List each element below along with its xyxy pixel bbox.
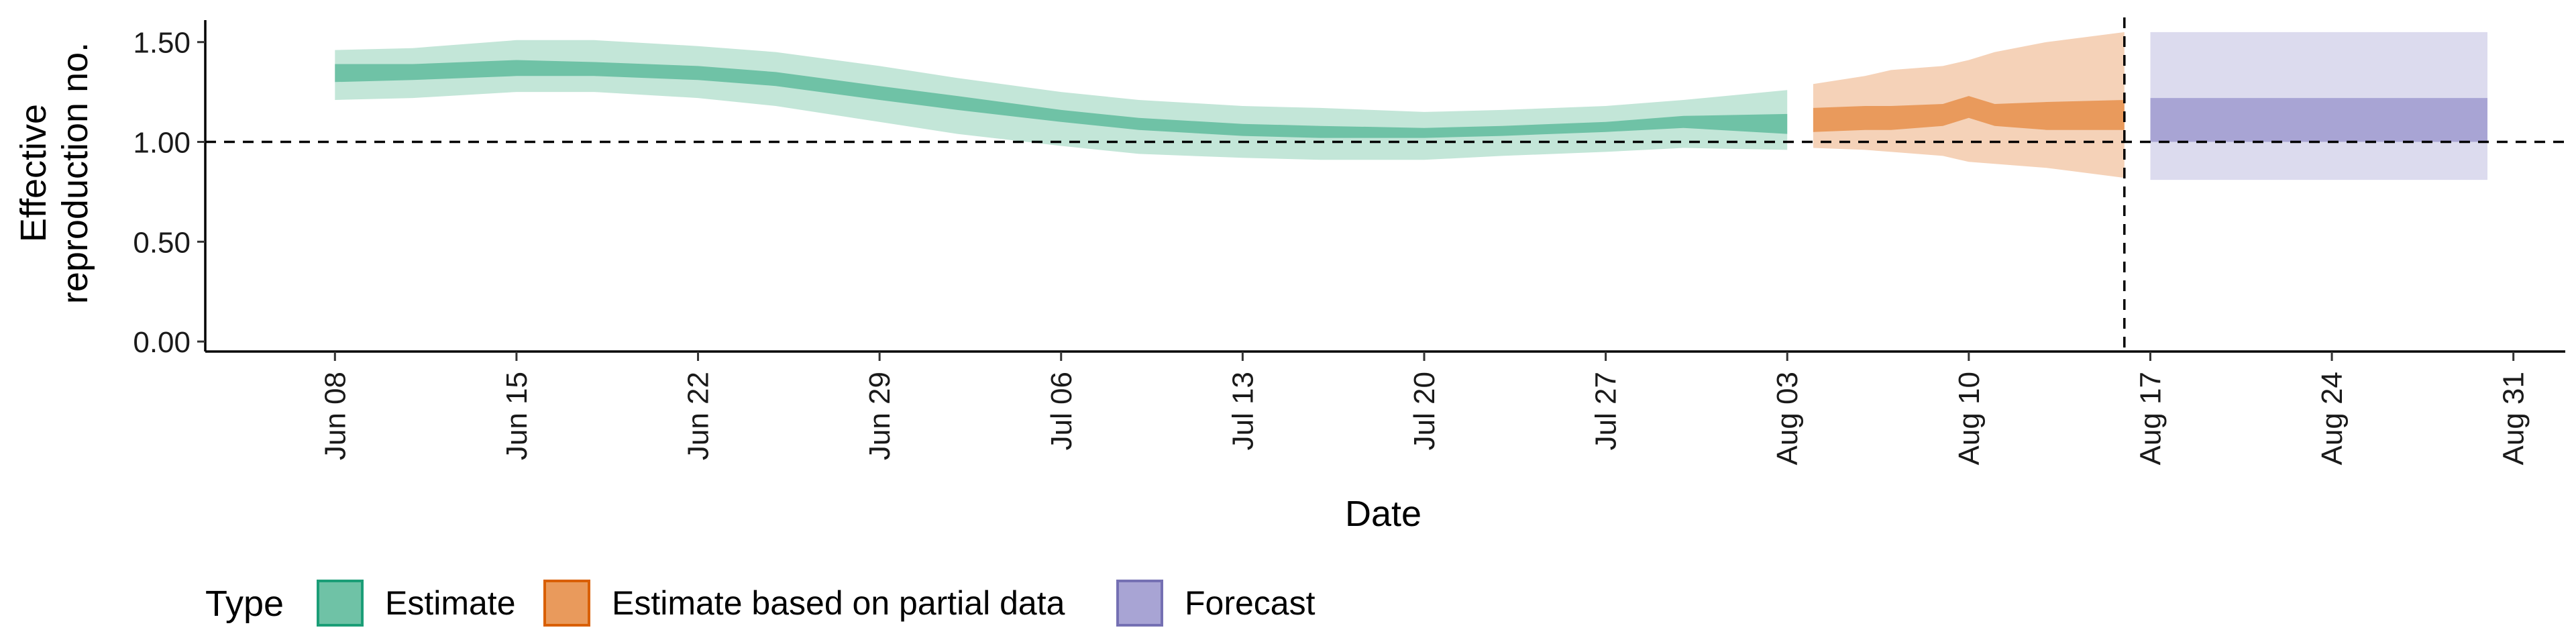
- y-axis-title-line-2: reproduction no.: [55, 42, 95, 304]
- legend-key-forecast: [1116, 580, 1163, 627]
- x-tick-label: Jul 13: [1226, 372, 1259, 450]
- legend-label-partial-data: Estimate based on partial data: [612, 584, 1065, 622]
- x-tick-label: Jul 06: [1045, 372, 1078, 450]
- band-inner-partial-data: [1813, 96, 2125, 132]
- y-axis-title-line-1: Effective: [13, 104, 54, 242]
- y-axis-title: Effective reproduction no.: [13, 42, 95, 304]
- x-tick-label: Aug 17: [2135, 372, 2167, 465]
- y-tick-label: 0.50: [133, 226, 191, 259]
- legend-title: Type: [205, 584, 284, 624]
- x-tick-label: Jun 15: [500, 372, 533, 460]
- x-tick-label: Jul 20: [1408, 372, 1441, 450]
- legend-label-forecast: Forecast: [1185, 584, 1316, 622]
- tick-layer: 0.00 0.50 1.00 1.50 Jun 08 Jun 15 Jun 22 Jun 29…: [133, 27, 2530, 466]
- x-tick-label: Aug 31: [2498, 372, 2530, 465]
- legend: Type Estimate Estimate based on partial …: [205, 580, 1316, 627]
- x-tick-label: Jun 22: [682, 372, 715, 460]
- legend-label-estimate: Estimate: [385, 584, 516, 622]
- band-inner-forecast: [2150, 98, 2487, 142]
- x-tick-label: Jun 08: [319, 372, 352, 460]
- y-tick-label: 0.00: [133, 326, 191, 359]
- y-tick-label: 1.00: [133, 127, 191, 160]
- x-tick-label: Aug 03: [1771, 372, 1804, 465]
- legend-key-partial-data: [543, 580, 590, 627]
- x-tick-label: Aug 24: [2316, 372, 2349, 465]
- x-tick-label: Jul 27: [1590, 372, 1623, 450]
- band-layer: [335, 32, 2487, 180]
- x-tick-label: Aug 10: [1953, 372, 1986, 465]
- axes-layer: [204, 20, 2565, 353]
- legend-key-estimate: [317, 580, 364, 627]
- x-axis-title: Date: [1345, 494, 1421, 534]
- band-inner-estimate: [335, 60, 1788, 138]
- y-tick-label: 1.50: [133, 27, 191, 60]
- x-tick-label: Jun 29: [863, 372, 896, 460]
